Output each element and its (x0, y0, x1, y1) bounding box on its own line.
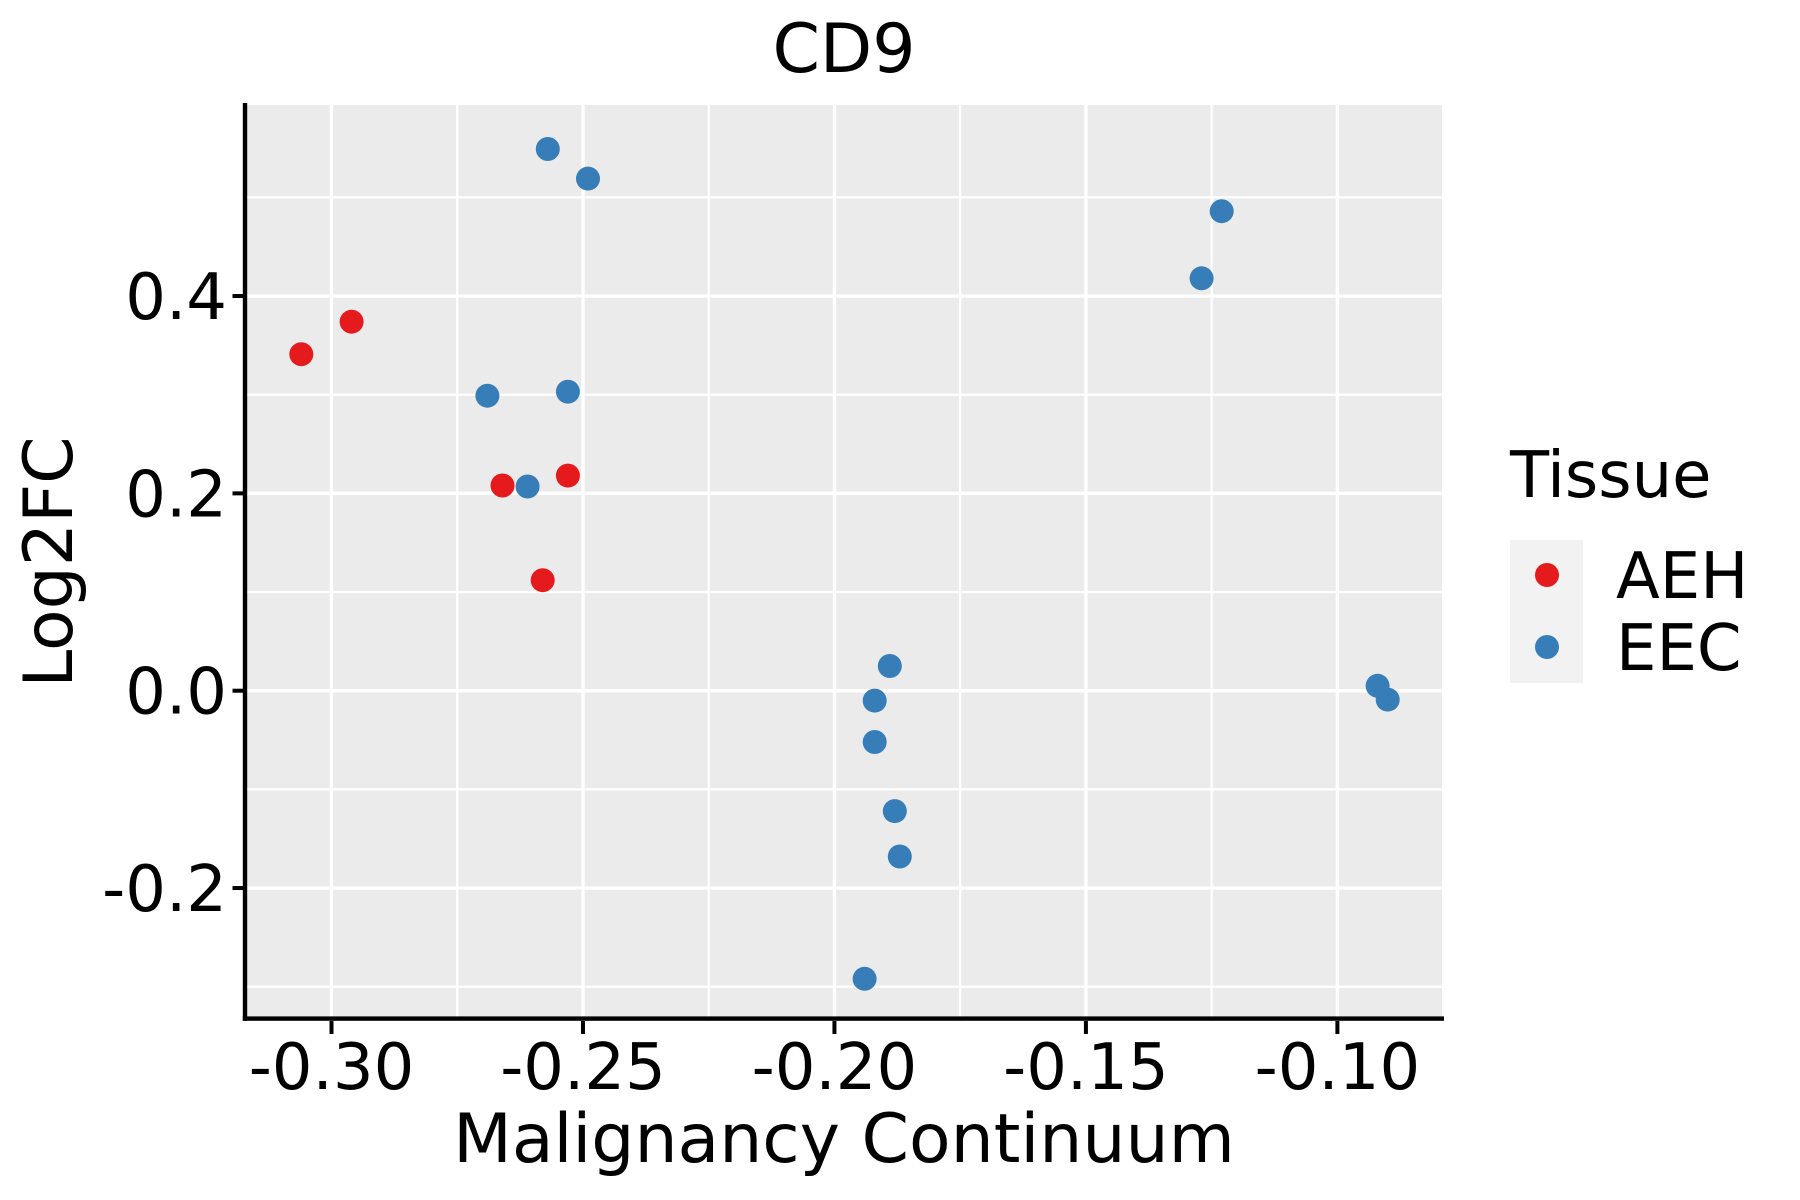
data-point-aeh (289, 342, 314, 367)
gridline-y-major (246, 491, 1442, 496)
y-tick-mark (232, 294, 246, 299)
data-points (289, 137, 1400, 991)
data-point-aeh (555, 463, 580, 488)
legend-key-dot-eec (1535, 635, 1559, 659)
x-tick-mark (1335, 1021, 1340, 1034)
x-axis-title: Malignancy Continuum (453, 1100, 1235, 1179)
data-point-aeh (339, 309, 364, 334)
data-point-aeh (490, 473, 515, 498)
y-tick-mark (232, 491, 246, 496)
gridline-x-minor (456, 105, 459, 1018)
x-tick-label: -0.25 (500, 1031, 666, 1105)
gridline-y-minor (246, 788, 1442, 791)
gridline-x-minor (1210, 105, 1213, 1018)
data-point-eec (887, 844, 912, 869)
data-point-eec (475, 383, 500, 408)
gridline-x-minor (959, 105, 962, 1018)
data-point-eec (862, 730, 887, 754)
x-tick-mark (580, 1021, 585, 1034)
data-point-eec (1209, 199, 1234, 224)
data-point-eec (515, 474, 540, 499)
y-tick-label: 0.0 (125, 656, 227, 730)
gridline-y-minor (246, 196, 1442, 199)
gridline-x-major (581, 105, 585, 1018)
data-point-eec (877, 654, 902, 678)
minor-gridlines (246, 105, 1442, 1018)
legend-label-aeh: AEH (1616, 540, 1748, 614)
data-point-eec (1189, 266, 1214, 291)
gridline-y-major (246, 689, 1442, 693)
gridline-y-minor (246, 985, 1442, 988)
data-point-eec (576, 166, 600, 191)
data-point-eec (882, 799, 907, 824)
axis-ticks (232, 294, 1340, 1034)
gridline-y-minor (246, 590, 1442, 594)
x-tick-mark (329, 1021, 334, 1034)
legend-key-dot-aeh (1535, 563, 1559, 587)
y-axis-line (242, 103, 248, 1021)
y-tick-mark (232, 886, 246, 891)
y-axis-title: Log2FC (10, 436, 89, 687)
y-tick-label: 0.2 (125, 458, 227, 532)
y-tick-labels: 0.4 0.2 0.0 -0.2 (102, 261, 227, 927)
data-point-eec (862, 688, 887, 713)
data-point-aeh (530, 568, 555, 593)
gridline-x-major (329, 105, 334, 1018)
data-point-eec (1375, 687, 1400, 712)
x-tick-label: -0.20 (752, 1031, 918, 1105)
gridline-x-major (1335, 105, 1340, 1018)
plot-panel (246, 105, 1442, 1018)
gridline-y-minor (246, 393, 1442, 396)
x-axis-line (242, 1016, 1444, 1021)
x-tick-labels: -0.30 -0.25 -0.20 -0.15 -0.10 (249, 1031, 1420, 1105)
gridline-y-major (246, 294, 1442, 298)
gridline-x-major (1084, 105, 1088, 1018)
x-tick-mark (1083, 1021, 1088, 1034)
x-tick-label: -0.30 (249, 1031, 415, 1105)
x-tick-label: -0.15 (1003, 1031, 1169, 1105)
major-gridlines (246, 105, 1442, 1018)
data-point-eec (555, 379, 580, 404)
x-tick-label: -0.10 (1255, 1031, 1421, 1105)
legend-label-eec: EEC (1616, 612, 1742, 686)
y-tick-label: 0.4 (125, 261, 227, 335)
data-point-eec (852, 966, 877, 991)
gridline-y-major (246, 886, 1442, 890)
y-tick-mark (232, 688, 246, 693)
gridline-x-major (832, 105, 837, 1018)
legend: Tissue AEH EEC (1509, 439, 1748, 686)
plot-title: CD9 (772, 10, 915, 89)
gridline-x-minor (707, 105, 710, 1018)
data-point-eec (535, 137, 560, 161)
y-tick-label: -0.2 (102, 853, 227, 927)
x-tick-mark (832, 1021, 837, 1034)
legend-title: Tissue (1509, 439, 1712, 513)
